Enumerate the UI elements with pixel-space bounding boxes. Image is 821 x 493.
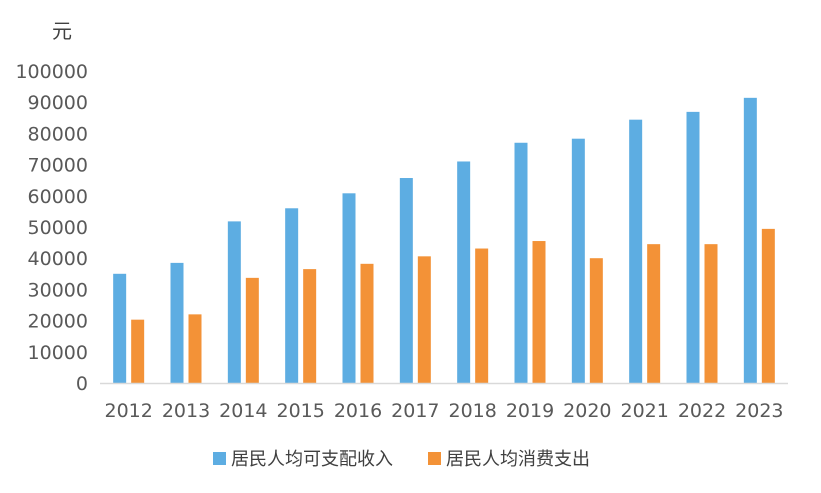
bar-income [629,119,643,383]
legend-label-income: 居民人均可支配收入 [231,449,393,470]
y-tick-label: 60000 [28,186,88,208]
y-tick-label: 90000 [28,92,88,114]
y-tick-label: 80000 [28,123,88,145]
y-axis-ticks: 0 10000 20000 30000 40000 50000 60000 70000 8000… [15,61,88,395]
y-tick-label: 0 [76,373,88,395]
x-tick-label: 2020 [563,400,611,422]
x-tick-label: 2023 [735,400,783,422]
bar-consumption [589,258,603,383]
x-tick-label: 2016 [334,400,382,422]
bar-consumption [131,319,145,383]
bar-consumption [188,314,202,383]
y-axis-unit: 元 [52,19,72,43]
y-tick-label: 100000 [15,61,88,83]
bar-consumption [417,256,431,383]
y-tick-label: 50000 [28,217,88,239]
x-tick-label: 2013 [162,400,210,422]
bars [113,97,775,383]
legend-swatch-income [213,452,226,465]
x-tick-label: 2021 [620,400,668,422]
bar-consumption [475,248,489,383]
x-tick-label: 2014 [219,400,267,422]
y-tick-label: 70000 [28,155,88,177]
bar-income [514,142,528,383]
bar-income [743,97,757,383]
bar-consumption [761,228,775,383]
x-tick-label: 2019 [506,400,554,422]
y-tick-label: 40000 [28,248,88,270]
bar-income [170,262,184,383]
bar-consumption [360,263,374,383]
bar-income [342,193,356,383]
x-axis-ticks: 2012 2013 2014 2015 2016 2017 2018 2019 2020 2021… [104,400,783,422]
bar-income [571,138,585,383]
bar-income [113,273,127,383]
legend-label-consumption: 居民人均消费支出 [446,449,590,470]
x-tick-label: 2017 [391,400,439,422]
y-tick-label: 20000 [28,311,88,333]
x-tick-label: 2018 [448,400,496,422]
x-tick-label: 2015 [276,400,324,422]
bar-income [399,178,413,383]
y-tick-label: 10000 [28,342,88,364]
bar-consumption [245,277,259,383]
bar-consumption [647,244,661,383]
bar-consumption [303,269,317,383]
bar-income [686,111,700,383]
bar-consumption [704,244,718,383]
y-tick-label: 30000 [28,279,88,301]
legend-swatch-consumption [428,452,441,465]
bar-income [285,208,299,383]
x-tick-label: 2022 [678,400,726,422]
bar-consumption [532,241,546,383]
x-tick-label: 2012 [104,400,152,422]
bar-income [457,161,471,383]
legend: 居民人均可支配收入 居民人均消费支出 [213,449,590,470]
bar-income [227,221,241,383]
